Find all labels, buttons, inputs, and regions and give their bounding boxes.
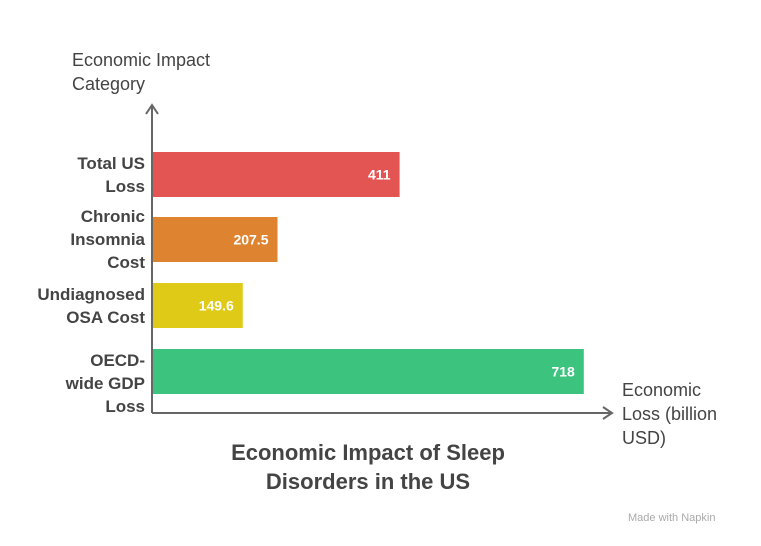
watermark: Made with Napkin	[628, 512, 716, 524]
y-axis-arrow	[145, 103, 159, 115]
bar-value-label: 718	[551, 364, 575, 380]
bar-value-label: 207.5	[233, 232, 268, 248]
x-axis-title: Economic Loss (billion USD)	[622, 380, 718, 448]
category-label: Total US Loss	[77, 153, 145, 196]
bar	[153, 217, 278, 262]
bar-value-label: 411	[368, 167, 391, 183]
bar	[153, 349, 584, 394]
x-axis-arrow	[602, 406, 614, 420]
bar-value-label: 149.6	[199, 298, 234, 314]
bar	[153, 283, 243, 328]
category-label: OECD-wide GDP Loss	[65, 350, 145, 416]
y-axis-title: Economic Impact Category	[72, 50, 211, 94]
chart-title: Economic Impact of Sleep Disorders in th…	[231, 440, 505, 494]
bar	[153, 152, 400, 197]
category-label: Undiagnosed OSA Cost	[37, 284, 145, 327]
category-label: Chronic Insomnia Cost	[70, 207, 145, 272]
